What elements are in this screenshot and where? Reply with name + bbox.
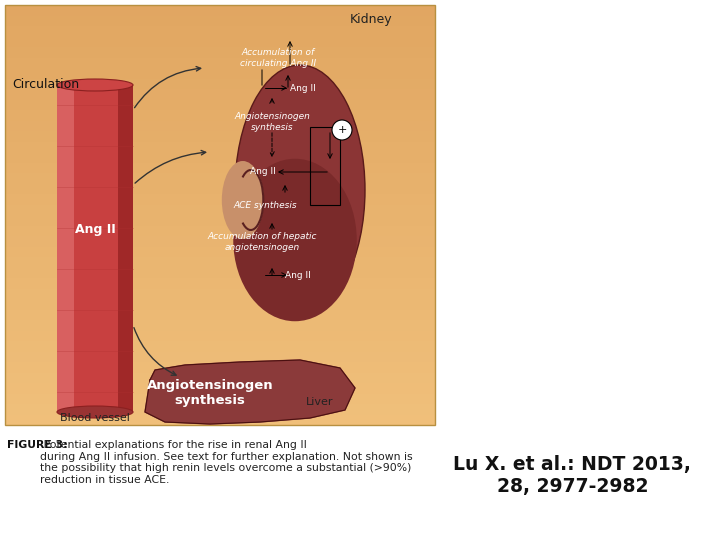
Bar — [5, 47, 435, 57]
Bar — [5, 236, 435, 246]
Text: ACE synthesis: ACE synthesis — [233, 200, 297, 210]
Text: Accumulation of
circulating Ang II: Accumulation of circulating Ang II — [240, 48, 316, 68]
Text: Potential explanations for the rise in renal Ang II
during Ang II infusion. See : Potential explanations for the rise in r… — [40, 440, 413, 485]
Text: Kidney: Kidney — [350, 14, 392, 26]
Text: Ang II: Ang II — [250, 167, 276, 177]
Bar — [5, 352, 435, 362]
Ellipse shape — [235, 65, 365, 315]
Bar — [5, 5, 435, 16]
Bar — [5, 78, 435, 89]
Bar — [5, 131, 435, 141]
Text: Ang II: Ang II — [290, 84, 316, 92]
Bar — [5, 278, 435, 288]
Bar — [5, 26, 435, 37]
Ellipse shape — [233, 159, 356, 321]
Bar — [57, 85, 133, 412]
Text: Blood vessel: Blood vessel — [60, 413, 130, 423]
Bar — [5, 141, 435, 152]
Bar — [5, 383, 435, 394]
Bar — [5, 394, 435, 404]
Bar — [5, 89, 435, 99]
Bar — [5, 16, 435, 26]
Circle shape — [332, 120, 352, 140]
Bar — [5, 205, 435, 215]
Bar — [5, 288, 435, 299]
Text: Angiotensinogen
synthesis: Angiotensinogen synthesis — [234, 112, 310, 132]
Text: Lu X. et al.: NDT 2013,
28, 2977-2982: Lu X. et al.: NDT 2013, 28, 2977-2982 — [454, 455, 691, 496]
Bar — [5, 373, 435, 383]
Text: Accumulation of hepatic
angiotensinogen: Accumulation of hepatic angiotensinogen — [207, 232, 317, 252]
Bar — [5, 110, 435, 120]
Text: FIGURE 3:: FIGURE 3: — [7, 440, 68, 450]
Text: Ang II: Ang II — [75, 224, 115, 237]
Bar — [5, 215, 435, 226]
Polygon shape — [145, 360, 355, 424]
Bar — [5, 309, 435, 320]
Text: Ang II: Ang II — [285, 271, 311, 280]
Text: Angiotensinogen
synthesis: Angiotensinogen synthesis — [147, 379, 274, 407]
Bar — [5, 246, 435, 257]
Bar — [5, 120, 435, 131]
Bar — [5, 257, 435, 267]
Text: Liver: Liver — [306, 397, 334, 407]
Ellipse shape — [57, 406, 133, 418]
Ellipse shape — [222, 161, 264, 239]
Bar — [5, 57, 435, 68]
Bar — [5, 163, 435, 173]
Bar — [5, 152, 435, 163]
Bar — [5, 415, 435, 425]
Bar — [5, 194, 435, 205]
Bar — [5, 320, 435, 330]
Bar — [310, 127, 340, 205]
Ellipse shape — [57, 79, 133, 91]
Bar — [5, 173, 435, 184]
Bar — [5, 404, 435, 415]
Bar — [5, 68, 435, 78]
Bar — [5, 37, 435, 47]
Bar — [118, 85, 133, 412]
Bar — [5, 267, 435, 278]
Bar — [5, 299, 435, 309]
Bar — [5, 330, 435, 341]
Bar — [5, 341, 435, 352]
Text: Circulation: Circulation — [12, 78, 79, 91]
Text: +: + — [337, 125, 347, 135]
Bar — [57, 85, 74, 412]
Bar — [5, 99, 435, 110]
Bar — [5, 184, 435, 194]
Bar — [5, 226, 435, 236]
Bar — [5, 362, 435, 373]
Bar — [5, 5, 435, 425]
